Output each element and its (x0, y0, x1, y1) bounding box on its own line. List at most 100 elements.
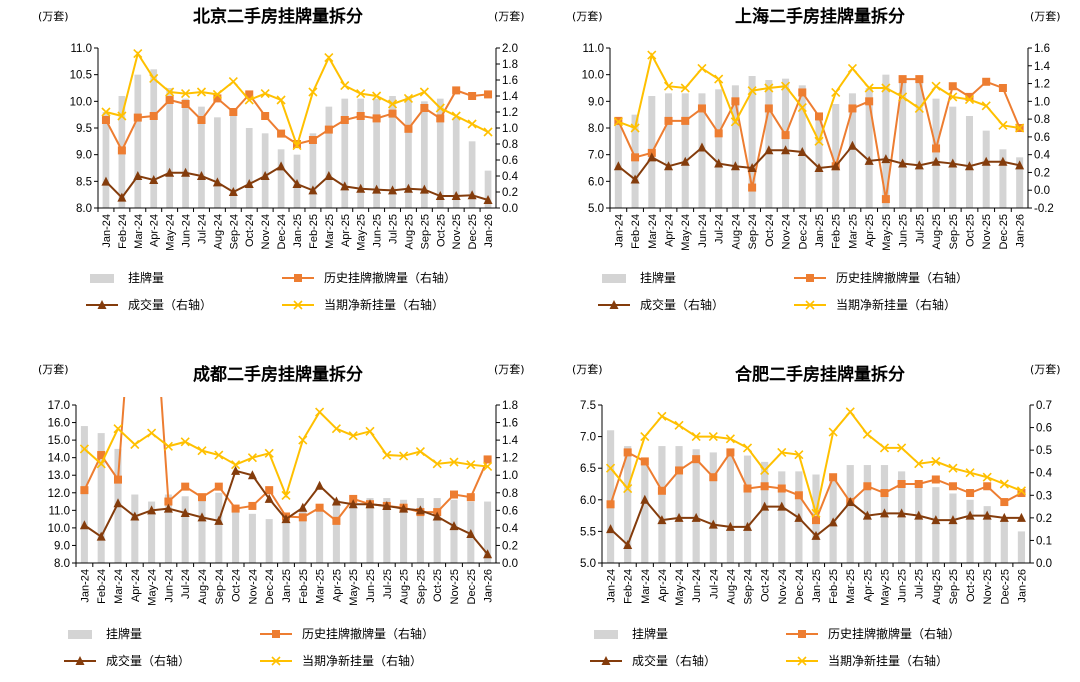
withdrawn-listing-point (697, 104, 706, 113)
transaction-point (931, 515, 941, 525)
transaction-point (862, 510, 872, 520)
legend-label: 成交量（右轴） (632, 653, 716, 668)
right-tick-label: 1.2 (502, 107, 518, 119)
transaction-point (419, 184, 429, 194)
legend-label: 历史挂牌撤牌量（右轴） (324, 270, 456, 285)
right-tick-label: 1.6 (502, 75, 518, 87)
bar-listing (846, 465, 854, 563)
legend: 挂牌量 历史挂牌撤牌量（右轴） 成交量（右轴） 当期净新挂量（右轴） (590, 626, 960, 668)
transaction-point (372, 184, 382, 194)
net-new-listing-point (777, 447, 787, 457)
net-new-listing-point (214, 450, 224, 460)
net-new-listing-point (133, 49, 143, 59)
transaction-point (467, 190, 477, 200)
x-tick-label: Feb-25 (828, 569, 840, 604)
withdrawn-listing-point (404, 124, 413, 133)
right-axis-unit: (万套) (1030, 10, 1061, 23)
withdrawn-listing-point (798, 88, 807, 97)
x-tick-label: Jul-24 (708, 569, 720, 599)
net-new-listing-point (831, 87, 841, 98)
left-tick-label: 13.0 (48, 470, 70, 482)
net-new-listing-point (365, 426, 375, 436)
withdrawn-listing-point (315, 503, 324, 512)
transaction-point (680, 156, 690, 166)
net-new-listing-point (356, 89, 366, 99)
legend: 挂牌量 历史挂牌撤牌量（右轴） 成交量（右轴） 当期净新挂量（右轴） (598, 270, 968, 312)
left-tick-label: 6.0 (580, 495, 596, 507)
right-tick-label: 1.6 (502, 418, 518, 430)
x-tick-label: Jan-25 (292, 214, 304, 248)
bar-listing (1016, 157, 1024, 208)
bar-listing (198, 106, 205, 208)
net-new-listing-point (244, 95, 254, 105)
bar-listing (606, 430, 615, 563)
right-tick-label: 1.4 (1034, 61, 1051, 73)
right-tick-label: 1.4 (502, 435, 519, 447)
withdrawn-listing-point (277, 129, 286, 138)
transaction-point (814, 163, 824, 172)
bar-listing (299, 510, 307, 563)
transaction-point (483, 549, 493, 559)
net-new-listing-point (964, 94, 975, 105)
x-tick-label: Jan-26 (1016, 569, 1028, 603)
bar-listing (983, 506, 991, 563)
x-tick-label: May-25 (879, 569, 891, 606)
net-new-listing-point (281, 490, 291, 500)
left-tick-label: 11.0 (582, 43, 604, 55)
net-new-listing-point (797, 102, 807, 113)
net-new-listing-point (372, 91, 382, 101)
x-tick-label: Oct-24 (760, 569, 772, 602)
x-tick-label: Nov-25 (981, 214, 993, 249)
transaction-point (149, 175, 159, 184)
x-tick-label: Feb-24 (630, 214, 642, 249)
line-series-group (613, 50, 1025, 204)
net-new-listing-point (292, 141, 302, 151)
withdrawn-listing-point (131, 252, 139, 260)
bar-listing (748, 76, 756, 208)
transaction-point (101, 176, 111, 186)
x-tick-label: Mar-24 (133, 214, 145, 249)
x-tick-label: Nov-24 (777, 569, 789, 604)
withdrawn-listing-point (865, 97, 874, 106)
withdrawn-listing-point (914, 480, 923, 488)
transaction-point (777, 501, 787, 511)
net-new-listing-point (260, 89, 270, 99)
net-new-listing-point (180, 437, 190, 447)
withdrawn-listing-point (483, 455, 492, 464)
bar-listing (416, 498, 424, 563)
withdrawn-listing-point (829, 473, 838, 482)
bar-listing (832, 104, 840, 208)
net-new-listing-point (760, 465, 770, 476)
transaction-point (831, 161, 841, 171)
withdrawn-listing-point (452, 86, 461, 95)
transaction-point (388, 185, 398, 195)
net-new-listing-point (101, 107, 111, 117)
left-tick-label: 6.5 (580, 463, 596, 475)
x-tick-label: Jan-24 (613, 214, 625, 248)
x-tick-label: Feb-25 (298, 569, 310, 604)
withdrawn-listing-point (777, 484, 786, 493)
withdrawn-listing-point (248, 501, 257, 510)
x-tick-label: Mar-24 (113, 569, 125, 604)
x-tick-label: Jun-24 (691, 569, 703, 603)
left-axis-unit: (万套) (38, 363, 69, 376)
withdrawn-listing-point (898, 75, 907, 84)
right-tick-label: 0.4 (502, 171, 519, 183)
x-tick-label: Jul-25 (914, 569, 926, 599)
transaction-point (674, 512, 684, 522)
withdrawn-listing-point (983, 482, 992, 491)
withdrawn-listing-point (114, 475, 122, 484)
transaction-point (356, 183, 366, 193)
bar-listing (261, 133, 269, 208)
bar-listing (215, 492, 223, 563)
net-new-listing-point (914, 459, 924, 469)
net-new-listing-point (149, 73, 159, 83)
right-tick-label: 0.4 (1036, 468, 1053, 480)
x-tick-label: Oct-25 (432, 569, 444, 602)
bar-listing (389, 96, 396, 208)
right-tick-label: 1.2 (1034, 79, 1050, 91)
transaction-point (630, 174, 640, 184)
withdrawn-listing-point (450, 490, 458, 499)
net-new-listing-point (697, 63, 707, 74)
transaction-point (881, 154, 891, 164)
